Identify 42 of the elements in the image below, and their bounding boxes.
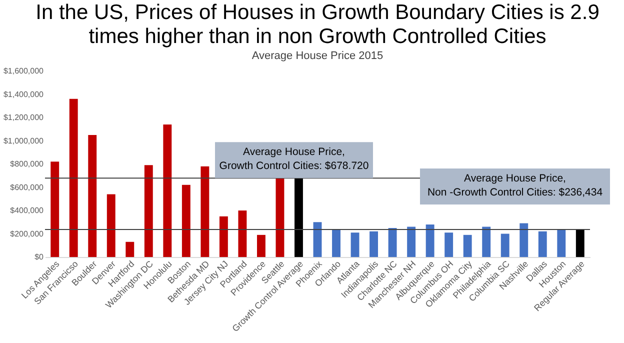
chart-title: In the US, Prices of Houses in Growth Boundary Cities is 2.9 times higher than in non Growth Controlled Cities	[36, 1, 600, 48]
bar	[576, 230, 584, 257]
bar	[50, 162, 60, 257]
bar	[482, 226, 491, 257]
bar	[126, 242, 134, 257]
bar	[106, 194, 116, 257]
y-tick-label: $1,600,000	[3, 66, 44, 76]
bar	[407, 226, 416, 257]
bar	[463, 234, 472, 257]
y-tick-label: $600,000	[10, 182, 44, 192]
bar	[276, 178, 284, 257]
bar	[219, 216, 228, 257]
bar	[350, 232, 360, 257]
y-tick-label: $0	[34, 252, 44, 262]
bar	[500, 234, 510, 257]
bar	[520, 223, 528, 257]
bar	[313, 222, 322, 257]
bar	[182, 184, 190, 257]
bar	[370, 231, 378, 257]
bar	[444, 232, 454, 257]
bar	[332, 229, 340, 257]
y-tick-label: $200,000	[10, 229, 44, 238]
bar	[294, 178, 303, 257]
y-tick-label: $800,000	[10, 160, 44, 168]
bar	[426, 224, 434, 257]
bar	[557, 229, 566, 257]
bar	[238, 210, 247, 257]
bar	[538, 231, 547, 257]
bar	[88, 134, 97, 257]
bar	[256, 234, 266, 257]
y-tick-label: $1,000,000	[3, 136, 44, 146]
y-tick-label: $1,400,000	[3, 90, 44, 99]
bar	[69, 98, 78, 257]
bar	[200, 166, 210, 257]
bar	[163, 124, 172, 257]
annotation: Average House Price, Non -Growth Control Cities: $236,434	[427, 172, 603, 199]
y-tick-label: $400,000	[10, 206, 44, 215]
y-tick-label: $1,200,000	[3, 113, 44, 122]
chart-subtitle: Average House Price 2015	[252, 50, 384, 62]
bar	[144, 165, 153, 257]
annotation: Average House Price, Growth Control Cities: $678.720	[219, 146, 369, 172]
bar	[388, 228, 397, 257]
